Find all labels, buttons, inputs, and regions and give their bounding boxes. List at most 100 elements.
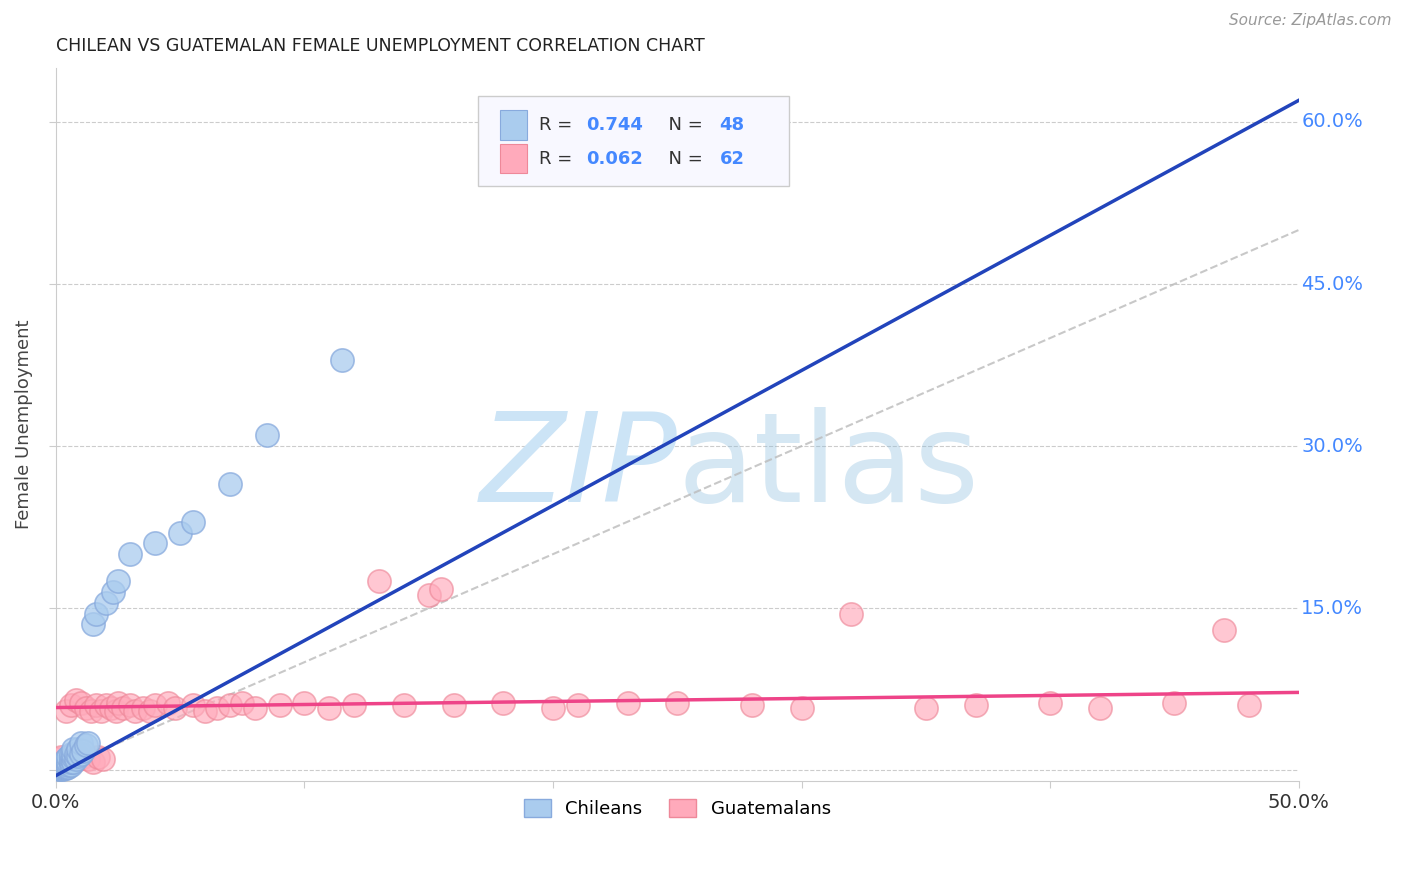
- Point: [59, 751, 82, 765]
- FancyBboxPatch shape: [478, 96, 789, 186]
- Point: [100, 700, 122, 714]
- Point: [430, 582, 453, 596]
- Point: [1039, 696, 1062, 710]
- Point: [318, 700, 340, 714]
- Point: [156, 696, 179, 710]
- Point: [101, 585, 124, 599]
- Point: [392, 698, 415, 713]
- Point: [59, 698, 82, 713]
- Point: [343, 698, 366, 713]
- Point: [72, 750, 94, 764]
- Point: [49, 760, 72, 774]
- Point: [65, 752, 87, 766]
- Point: [492, 696, 515, 710]
- Point: [541, 700, 564, 714]
- Point: [67, 749, 90, 764]
- Point: [69, 747, 91, 761]
- Point: [219, 476, 242, 491]
- Point: [741, 698, 763, 713]
- Point: [839, 607, 862, 621]
- Text: CHILEAN VS GUATEMALAN FEMALE UNEMPLOYMENT CORRELATION CHART: CHILEAN VS GUATEMALAN FEMALE UNEMPLOYMEN…: [56, 37, 704, 55]
- FancyBboxPatch shape: [499, 110, 527, 140]
- Point: [55, 704, 77, 718]
- Point: [67, 752, 90, 766]
- Point: [139, 704, 162, 718]
- Point: [181, 515, 204, 529]
- Point: [143, 698, 166, 713]
- Point: [269, 698, 291, 713]
- Text: atlas: atlas: [678, 407, 980, 528]
- Point: [59, 747, 82, 761]
- Point: [143, 536, 166, 550]
- Point: [90, 704, 112, 718]
- Point: [75, 700, 97, 714]
- Point: [52, 757, 75, 772]
- Point: [58, 760, 80, 774]
- Point: [965, 698, 987, 713]
- Point: [82, 755, 104, 769]
- Point: [77, 752, 100, 766]
- Point: [107, 696, 129, 710]
- Point: [58, 757, 80, 772]
- Point: [120, 698, 142, 713]
- Point: [84, 698, 107, 713]
- Point: [219, 698, 242, 713]
- Point: [49, 759, 72, 773]
- Point: [62, 755, 84, 769]
- Point: [1163, 696, 1185, 710]
- Point: [132, 700, 155, 714]
- Point: [91, 752, 114, 766]
- Point: [62, 750, 84, 764]
- Point: [62, 755, 84, 769]
- Point: [84, 607, 107, 621]
- Point: [330, 352, 353, 367]
- Point: [52, 755, 75, 769]
- Point: [80, 704, 103, 718]
- Point: [55, 760, 77, 774]
- Point: [94, 596, 117, 610]
- Point: [62, 741, 84, 756]
- Text: 0.062: 0.062: [586, 150, 644, 168]
- Point: [1088, 700, 1111, 714]
- Point: [112, 700, 135, 714]
- Point: [49, 762, 72, 776]
- Point: [72, 744, 94, 758]
- Point: [169, 525, 191, 540]
- Point: [52, 761, 75, 775]
- Text: ZIP: ZIP: [479, 407, 678, 528]
- Point: [443, 698, 465, 713]
- Point: [94, 698, 117, 713]
- Point: [52, 760, 75, 774]
- Point: [77, 736, 100, 750]
- Text: 60.0%: 60.0%: [1301, 112, 1362, 131]
- Point: [65, 747, 87, 761]
- Point: [55, 761, 77, 775]
- Point: [666, 696, 689, 710]
- Point: [48, 762, 70, 776]
- Point: [48, 761, 70, 775]
- Point: [231, 696, 253, 710]
- Point: [55, 752, 77, 766]
- Point: [55, 756, 77, 771]
- Point: [256, 428, 278, 442]
- Point: [616, 696, 638, 710]
- Point: [1213, 623, 1236, 637]
- Point: [49, 757, 72, 772]
- Point: [75, 739, 97, 753]
- Point: [58, 755, 80, 769]
- Text: R =: R =: [540, 116, 578, 134]
- Point: [59, 757, 82, 772]
- Point: [67, 741, 90, 756]
- Point: [87, 750, 110, 764]
- Point: [59, 755, 82, 769]
- Text: N =: N =: [658, 150, 709, 168]
- Point: [58, 752, 80, 766]
- Point: [120, 547, 142, 561]
- Text: R =: R =: [540, 150, 578, 168]
- Point: [790, 700, 813, 714]
- Text: 48: 48: [720, 116, 745, 134]
- Point: [165, 700, 187, 714]
- Text: 0.744: 0.744: [586, 116, 644, 134]
- Point: [48, 752, 70, 766]
- Point: [62, 747, 84, 761]
